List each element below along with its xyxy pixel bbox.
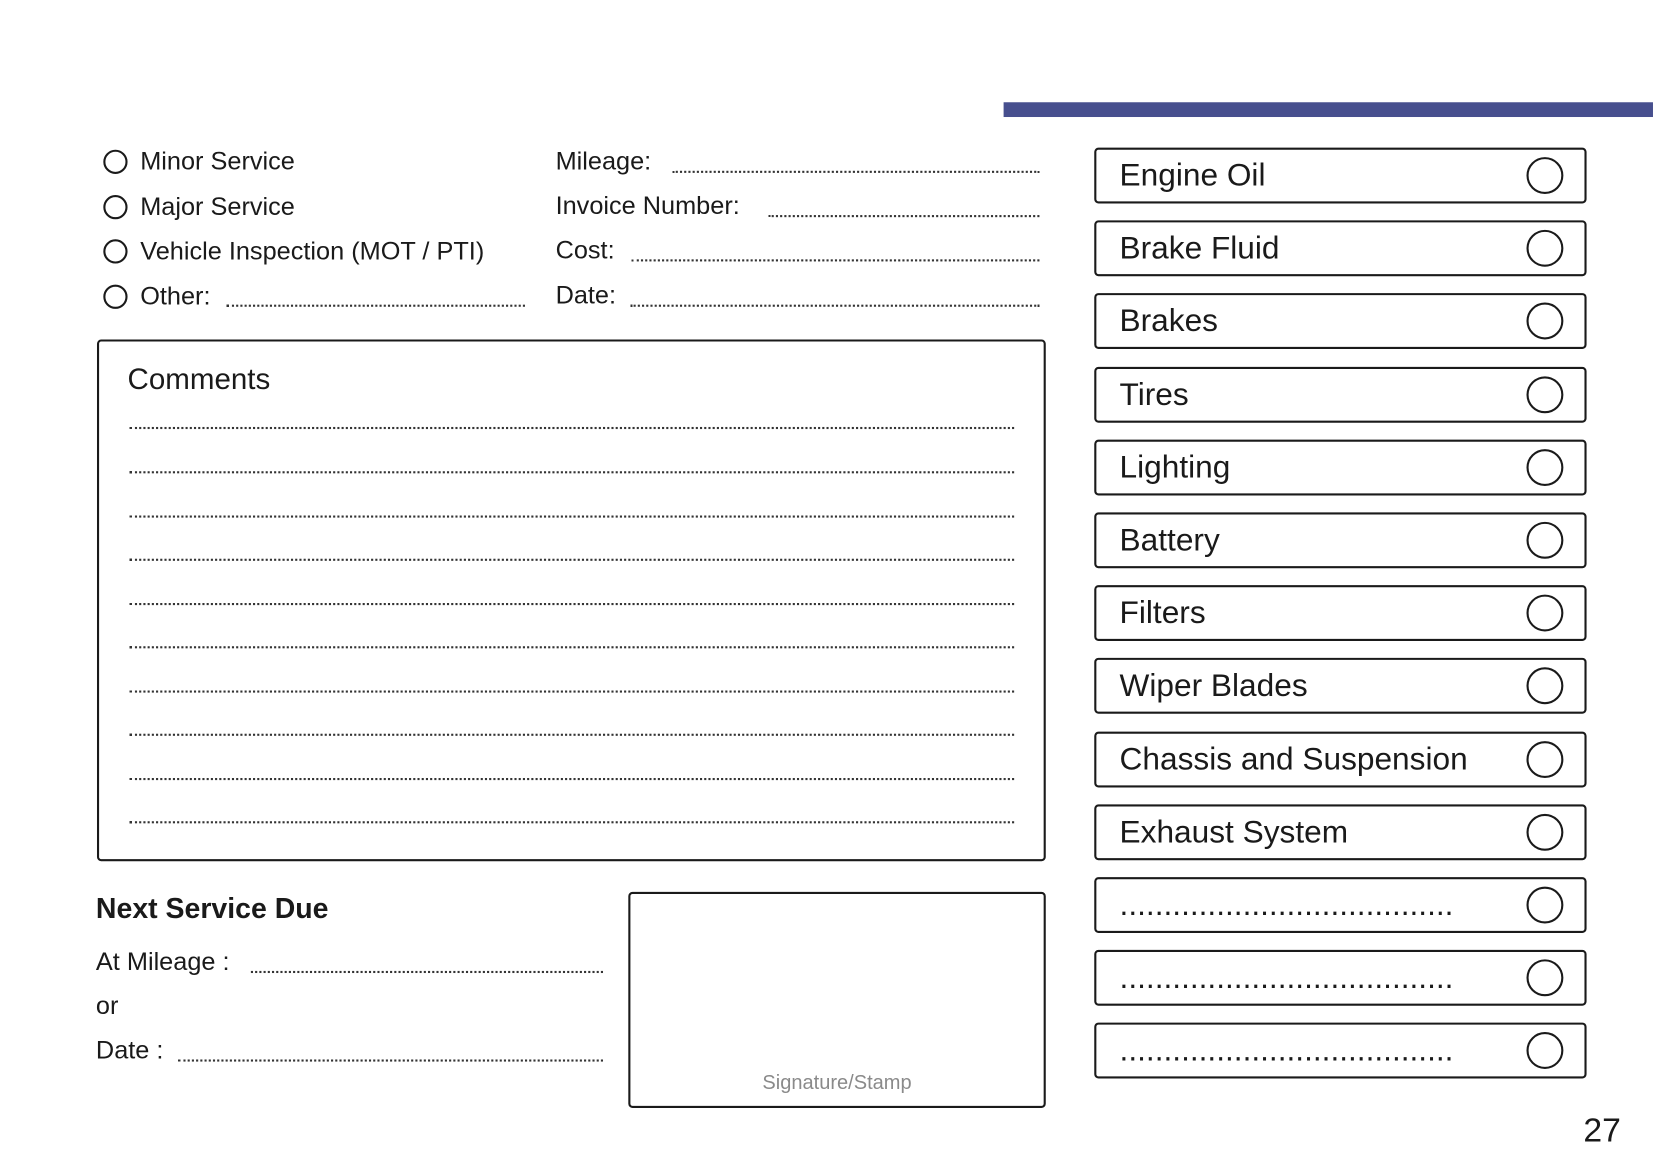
service-type-label: Other: (140, 282, 211, 311)
comment-line[interactable] (129, 777, 1015, 781)
cost-label: Cost: (555, 236, 615, 265)
comment-line[interactable] (129, 603, 1015, 606)
checklist-item[interactable]: Wiper Blades (1094, 658, 1587, 715)
checklist-item[interactable]: Filters (1094, 585, 1587, 642)
checklist-item[interactable]: Engine Oil (1094, 147, 1587, 204)
comment-line[interactable] (129, 646, 1015, 649)
checkbox-circle-icon[interactable] (1526, 667, 1564, 705)
checkbox-circle-icon[interactable] (1526, 375, 1564, 413)
checklist-item[interactable]: ...................................... (1094, 877, 1587, 933)
next-date-label: Date : (95, 1036, 164, 1065)
checklist-item-label: Battery (1119, 522, 1220, 558)
other-service-field[interactable] (226, 304, 525, 307)
service-type-label: Major Service (140, 192, 295, 222)
checkbox-circle-icon[interactable] (1526, 1032, 1564, 1070)
service-type-radio-icon[interactable] (103, 239, 128, 264)
comments-box (96, 339, 1046, 862)
comment-line[interactable] (129, 426, 1015, 430)
comment-line[interactable] (129, 515, 1015, 518)
checklist-item[interactable]: Lighting (1094, 439, 1587, 496)
checklist-item[interactable]: Brake Fluid (1094, 220, 1587, 277)
checklist-item[interactable]: Battery (1094, 512, 1587, 569)
checkbox-circle-icon[interactable] (1526, 813, 1564, 851)
checklist-item[interactable]: ...................................... (1094, 1022, 1587, 1079)
checklist-item[interactable]: Chassis and Suspension (1094, 731, 1587, 788)
mileage-label: Mileage: (555, 147, 652, 177)
checklist-item-label: Brakes (1119, 304, 1218, 339)
checklist-item-label: ...................................... (1119, 887, 1454, 923)
comment-line[interactable] (129, 821, 1015, 824)
checkbox-circle-icon[interactable] (1526, 959, 1564, 997)
checklist-item[interactable]: Tires (1094, 366, 1587, 423)
or-label: or (95, 992, 119, 1021)
service-type-label: Vehicle Inspection (MOT / PTI) (140, 237, 485, 266)
comments-title: Comments (127, 362, 271, 396)
checkbox-circle-icon[interactable] (1526, 230, 1564, 267)
header-accent-bar (1003, 102, 1653, 118)
checkbox-circle-icon[interactable] (1526, 448, 1564, 486)
next-mileage-field[interactable] (250, 970, 604, 974)
mileage-field[interactable] (672, 170, 1040, 173)
page-number: 27 (1583, 1111, 1621, 1150)
invoice-number-label: Invoice Number: (555, 191, 740, 221)
checklist-item-label: Filters (1119, 595, 1206, 631)
cost-field[interactable] (631, 259, 1040, 262)
checklist-item-label: Lighting (1119, 449, 1231, 485)
date-label: Date: (555, 281, 617, 310)
service-type-radio-icon[interactable] (103, 149, 128, 174)
checklist-item-label: Wiper Blades (1119, 668, 1308, 704)
checkbox-circle-icon[interactable] (1526, 740, 1564, 778)
checklist-item-label: Brake Fluid (1119, 231, 1280, 266)
comment-line[interactable] (129, 690, 1015, 693)
date-field[interactable] (630, 304, 1040, 307)
checklist-item-label: Chassis and Suspension (1119, 741, 1468, 777)
checkbox-circle-icon[interactable] (1526, 886, 1564, 924)
service-type-radio-icon[interactable] (103, 195, 128, 220)
checkbox-circle-icon[interactable] (1526, 157, 1564, 194)
next-date-field[interactable] (178, 1059, 604, 1062)
checkbox-circle-icon[interactable] (1526, 594, 1564, 632)
next-service-title: Next Service Due (95, 892, 329, 925)
checkbox-circle-icon[interactable] (1526, 521, 1564, 559)
checklist-item-label: Exhaust System (1119, 814, 1349, 850)
checklist-item[interactable]: Brakes (1094, 293, 1587, 350)
signature-label: Signature/Stamp (762, 1072, 912, 1095)
comment-line[interactable] (129, 471, 1015, 474)
checklist-item-label: ...................................... (1119, 1033, 1454, 1069)
checklist-item[interactable]: Exhaust System (1094, 804, 1587, 861)
comment-line[interactable] (129, 733, 1015, 736)
comment-line[interactable] (129, 558, 1015, 561)
service-type-label: Minor Service (140, 147, 295, 177)
checkbox-circle-icon[interactable] (1526, 302, 1564, 340)
checklist-item-label: ...................................... (1119, 960, 1454, 996)
invoice-number-field[interactable] (768, 215, 1040, 218)
checklist-item-label: Tires (1119, 376, 1189, 412)
next-mileage-label: At Mileage : (95, 947, 230, 977)
service-type-radio-icon[interactable] (103, 284, 128, 309)
checklist-item[interactable]: ...................................... (1094, 950, 1587, 1006)
signature-box[interactable] (628, 891, 1046, 1108)
checklist-item-label: Engine Oil (1119, 158, 1266, 193)
